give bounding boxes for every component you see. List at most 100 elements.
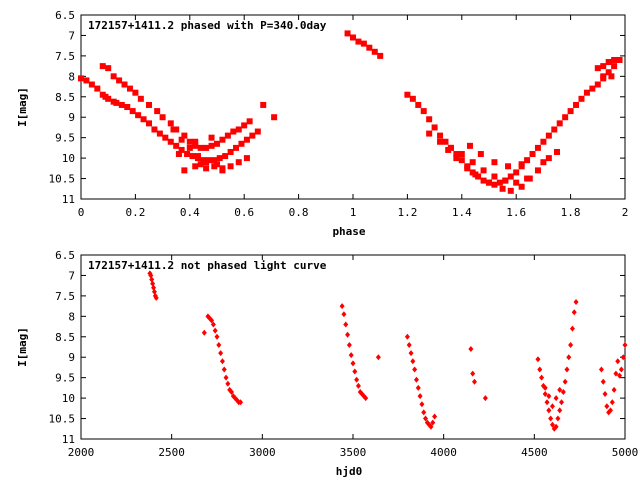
data-point (453, 155, 460, 162)
data-point (366, 44, 373, 51)
data-point (238, 140, 245, 147)
data-point (154, 108, 161, 115)
data-point (352, 368, 358, 375)
data-point (197, 144, 204, 151)
data-point (243, 136, 250, 143)
data-point (557, 407, 563, 414)
data-point (420, 108, 427, 115)
y-axis: 6.5 7 7.5 8 8.5 9 9.5 10 10.5 11 (49, 9, 625, 206)
data-point (203, 144, 210, 151)
data-point (423, 415, 429, 422)
data-point (594, 65, 601, 72)
data-point (542, 391, 548, 398)
data-point (229, 388, 235, 395)
data-point (567, 108, 574, 115)
data-point (524, 157, 531, 164)
y-tick-label: 8 (68, 70, 75, 83)
data-point (472, 171, 479, 178)
data-point (415, 101, 422, 108)
data-point (186, 138, 193, 145)
data-point (502, 177, 509, 184)
data-point (604, 403, 610, 410)
y-tick-label: 8.5 (55, 331, 75, 344)
data-point (192, 163, 199, 170)
data-point (571, 309, 577, 316)
data-point (377, 52, 384, 59)
chart-title: 172157+1411.2 phased with P=340.0day (88, 19, 327, 32)
data-point (620, 354, 626, 361)
y-tick-label: 9.5 (55, 372, 75, 385)
y-tick-label: 7.5 (55, 290, 75, 303)
data-point (254, 128, 261, 135)
data-point (343, 321, 349, 328)
data-point (355, 382, 361, 389)
data-point (458, 157, 465, 164)
data-point (430, 419, 436, 426)
data-point (608, 73, 615, 80)
data-point (151, 288, 157, 295)
data-point (553, 423, 559, 430)
data-point (406, 341, 412, 348)
data-point (167, 120, 174, 127)
y-tick-label: 8.5 (55, 91, 75, 104)
data-point (192, 138, 199, 145)
y-tick-label: 6.5 (55, 249, 75, 262)
data-point (105, 95, 112, 102)
data-point (553, 395, 559, 402)
data-point (410, 358, 416, 365)
data-point (549, 403, 555, 410)
data-point (464, 165, 471, 172)
plot-frame (80, 254, 626, 440)
data-point (546, 393, 552, 400)
y-tick-label: 10 (62, 152, 75, 165)
data-point (227, 163, 234, 170)
data-point (507, 173, 514, 180)
data-point (235, 126, 242, 133)
data-point (409, 95, 416, 102)
data-point (594, 81, 601, 88)
data-point (186, 144, 193, 151)
data-point (564, 366, 570, 373)
data-point (609, 399, 615, 406)
data-point (568, 341, 574, 348)
data-point (375, 354, 381, 361)
data-point (345, 331, 351, 338)
data-point (181, 132, 188, 139)
data-point (507, 187, 514, 194)
data-point (192, 142, 199, 149)
data-point (413, 376, 419, 383)
data-point (105, 65, 112, 72)
data-point (203, 159, 210, 166)
data-point (598, 366, 604, 373)
data-point (116, 77, 123, 84)
data-point (241, 122, 248, 129)
data-point (539, 374, 545, 381)
data-point (613, 370, 619, 377)
data-point (214, 161, 220, 168)
data-point (175, 151, 182, 158)
data-point (235, 159, 242, 166)
data-point (223, 374, 229, 381)
data-point (548, 415, 554, 422)
data-point (417, 393, 423, 400)
data-point (529, 151, 536, 158)
data-point (162, 134, 169, 141)
data-point (573, 101, 580, 108)
data-point (214, 140, 220, 147)
data-point (135, 112, 142, 119)
data-point (146, 120, 152, 127)
data-point (534, 144, 541, 151)
data-point (432, 413, 438, 420)
data-point (545, 132, 552, 139)
data-point (573, 299, 579, 306)
y-tick-label: 10.5 (49, 173, 76, 186)
data-point (121, 81, 128, 88)
data-point (428, 423, 434, 430)
data-point (126, 85, 133, 92)
data-point (249, 132, 256, 139)
data-point (518, 183, 525, 190)
x-tick-label: 4500 (521, 446, 548, 459)
data-point (214, 333, 220, 340)
data-point (605, 59, 612, 66)
x-tick-label: 0 (78, 206, 85, 219)
